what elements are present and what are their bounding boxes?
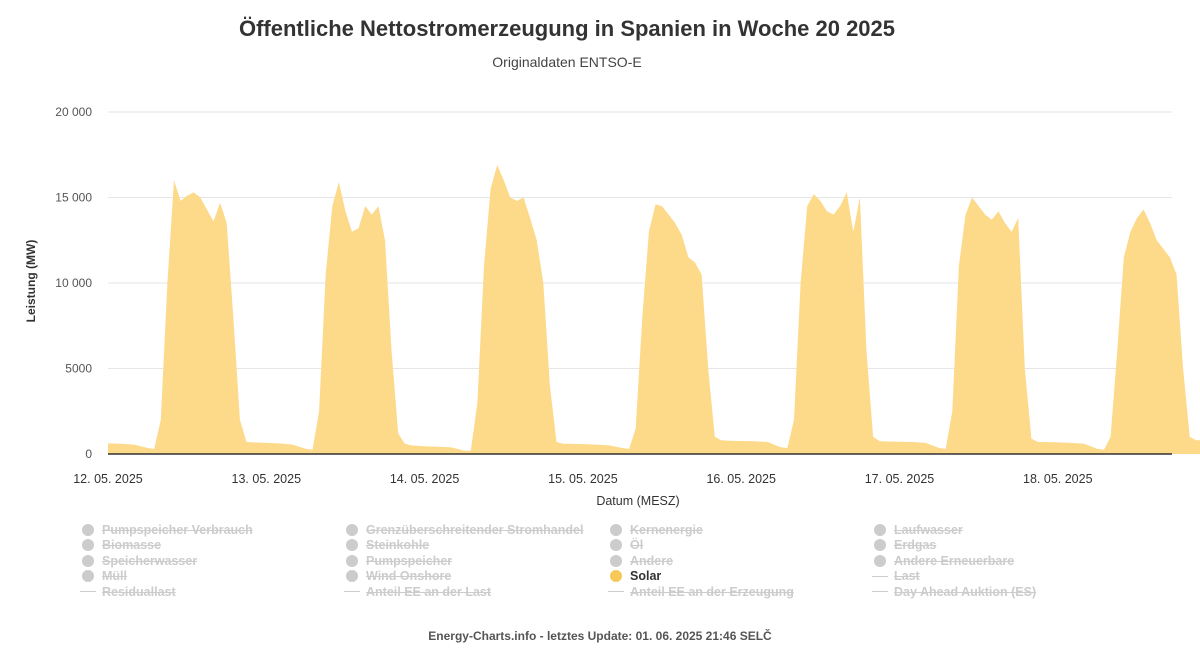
- legend-item-wind-onshore[interactable]: Wind Onshore: [344, 569, 608, 585]
- legend-dot-icon: [346, 554, 358, 567]
- x-tick-label: 14. 05. 2025: [390, 472, 460, 486]
- legend-label: Müll: [102, 569, 127, 584]
- legend-item-pumpspeicher[interactable]: Pumpspeicher: [344, 553, 608, 569]
- legend-dot-icon: [346, 539, 358, 552]
- y-tick-label: 20 000: [55, 105, 92, 119]
- legend-dot-icon: [82, 554, 94, 567]
- footer-credits[interactable]: Energy-Charts.info - letztes Update: 01.…: [428, 629, 772, 643]
- x-tick-label: 13. 05. 2025: [232, 472, 302, 486]
- legend-item-biomasse[interactable]: Biomasse: [80, 538, 344, 554]
- legend-item-andere-erneuerbare[interactable]: Andere Erneuerbare: [872, 553, 1136, 569]
- legend-label: Laufwasser: [894, 522, 963, 537]
- x-tick-label: 18. 05. 2025: [1023, 472, 1093, 486]
- y-tick-label: 0: [85, 447, 92, 461]
- x-tick-label: 17. 05. 2025: [865, 472, 935, 486]
- legend-label: Biomasse: [102, 538, 162, 553]
- legend-label: Anteil EE an der Erzeugung: [630, 584, 794, 599]
- legend-dot-icon: [82, 570, 94, 583]
- legend-label: Andere Erneuerbare: [894, 553, 1015, 568]
- legend-line-icon: [344, 591, 360, 593]
- legend-item-anteil-ee-an-der-erzeugung[interactable]: Anteil EE an der Erzeugung: [608, 584, 872, 600]
- legend-item-day-ahead-auktion-es-[interactable]: Day Ahead Auktion (ES): [872, 584, 1136, 600]
- legend-dot-icon: [610, 523, 622, 536]
- legend-line-icon: [608, 591, 624, 593]
- legend-line-icon: [872, 575, 888, 577]
- legend-item-steinkohle[interactable]: Steinkohle: [344, 538, 608, 554]
- legend-item-laufwasser[interactable]: Laufwasser: [872, 522, 1136, 538]
- legend-dot-icon: [82, 523, 94, 536]
- legend-dot-icon: [874, 539, 886, 552]
- legend-label: Wind Onshore: [366, 569, 452, 584]
- legend-item-solar[interactable]: Solar: [608, 569, 872, 585]
- legend-label: Öl: [630, 538, 644, 553]
- legend-dot-icon: [610, 539, 622, 552]
- y-tick-label: 10 000: [55, 276, 92, 290]
- legend-line-icon: [80, 591, 96, 593]
- legend-item-speicherwasser[interactable]: Speicherwasser: [80, 553, 344, 569]
- legend-dot-icon: [610, 570, 622, 583]
- legend-label: Pumpspeicher: [366, 553, 453, 568]
- x-tick-label: 12. 05. 2025: [73, 472, 143, 486]
- legend: Pumpspeicher Verbrauch Grenzüberschreiten…: [80, 522, 1160, 600]
- legend-label: Solar: [630, 569, 662, 584]
- x-tick-label: 15. 05. 2025: [548, 472, 618, 486]
- legend-item-residuallast[interactable]: Residuallast: [80, 584, 344, 600]
- legend-dot-icon: [82, 539, 94, 552]
- legend-label: Residuallast: [102, 584, 176, 599]
- legend-dot-icon: [610, 554, 622, 567]
- legend-item-anteil-ee-an-der-last[interactable]: Anteil EE an der Last: [344, 584, 608, 600]
- y-tick-label: 15 000: [55, 191, 92, 205]
- legend-item-kernenergie[interactable]: Kernenergie: [608, 522, 872, 538]
- legend-dot-icon: [874, 554, 886, 567]
- y-axis-title: Leistung (MW): [24, 240, 38, 323]
- legend-item-pumpspeicher-verbrauch[interactable]: Pumpspeicher Verbrauch: [80, 522, 344, 538]
- legend-item-öl[interactable]: Öl: [608, 538, 872, 554]
- legend-line-icon: [872, 591, 888, 593]
- legend-label: Speicherwasser: [102, 553, 198, 568]
- legend-label: Day Ahead Auktion (ES): [894, 584, 1037, 599]
- chart-subtitle: Originaldaten ENTSO-E: [492, 54, 642, 70]
- legend-label: Grenzüberschreitender Stromhandel: [366, 522, 584, 537]
- legend-item-erdgas[interactable]: Erdgas: [872, 538, 1136, 554]
- x-tick-label: 16. 05. 2025: [706, 472, 776, 486]
- legend-label: Last: [894, 569, 920, 584]
- legend-dot-icon: [346, 523, 358, 536]
- legend-label: Steinkohle: [366, 538, 430, 553]
- legend-item-andere[interactable]: Andere: [608, 553, 872, 569]
- legend-label: Anteil EE an der Last: [366, 584, 492, 599]
- x-axis-title: Datum (MESZ): [596, 494, 679, 508]
- legend-item-müll[interactable]: Müll: [80, 569, 344, 585]
- y-tick-label: 5000: [65, 362, 92, 376]
- legend-item-last[interactable]: Last: [872, 569, 1136, 585]
- legend-label: Erdgas: [894, 538, 937, 553]
- legend-label: Kernenergie: [630, 522, 703, 537]
- legend-label: Andere: [630, 553, 674, 568]
- series-area-solar: [108, 165, 1200, 454]
- legend-dot-icon: [346, 570, 358, 583]
- chart-title: Öffentliche Nettostromerzeugung in Spani…: [238, 16, 896, 41]
- legend-dot-icon: [874, 523, 886, 536]
- legend-item-grenzüberschreitender-stromhandel[interactable]: Grenzüberschreitender Stromhandel: [344, 522, 608, 538]
- legend-label: Pumpspeicher Verbrauch: [102, 522, 253, 537]
